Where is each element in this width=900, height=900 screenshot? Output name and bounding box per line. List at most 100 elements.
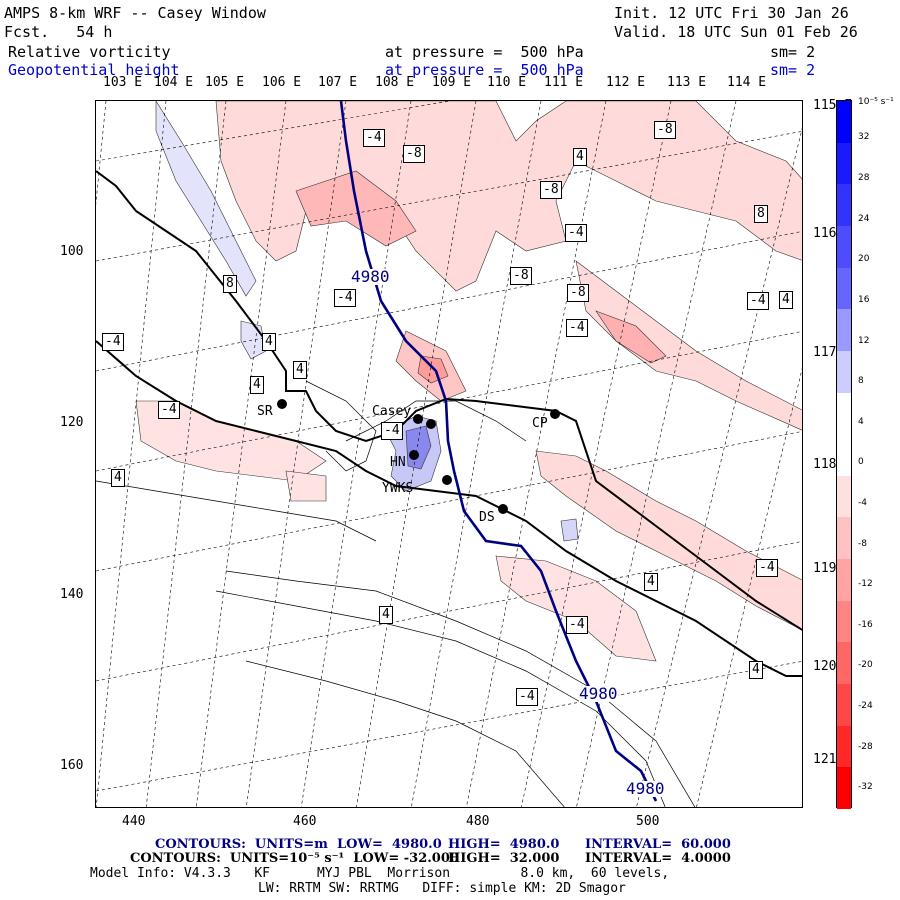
longitude-label: 113 E [667,75,707,90]
height-contour-label: 4980 [351,267,390,286]
pos-region-mid [240,320,267,360]
vorticity-contour-label: 4 [250,376,264,394]
grid-line [145,101,227,807]
grid-line [576,101,737,807]
colorbar-segment [837,434,851,477]
vorticity-contour-label: 8 [223,275,237,293]
x-tick-label: 480 [466,814,490,829]
station-marker-cp [550,409,560,419]
contour-line [305,380,377,472]
vorticity-contour-label: -4 [381,422,403,440]
colorbar-label: 28 [858,173,870,184]
grid-line [521,101,672,807]
vorticity-contour-label: 4 [573,148,587,166]
vort-region-ne [575,260,802,431]
vorticity-contour-label: 4 [293,361,307,379]
station-markers [277,399,560,514]
station-label-cp: CP [532,416,548,431]
field2-smoothing: sm= 2 [770,61,816,79]
colorbar-segment [837,725,851,768]
vorticity-contour-label: 4 [644,573,658,591]
colorbar-label: 12 [858,335,870,346]
vorticity-contour-label: 4 [779,291,793,309]
colorbar-segment [837,600,851,643]
y-tick-label: 140 [60,587,84,602]
longitude-label: 114 E [727,75,767,90]
vorticity-contour-label: 4 [749,661,763,679]
station-marker-sr [277,399,287,409]
grid-line [96,541,802,682]
vorticity-contour-label: -4 [102,333,124,351]
contour-line [215,590,666,807]
colorbar-label: 0 [858,457,864,468]
grid-line [96,431,802,572]
colorbar-label: -16 [858,619,873,630]
grid-line [96,231,802,372]
vorticity-contour-label: -4 [756,559,778,577]
colorbar-segment [837,684,851,727]
longitude-label: 111 E [544,75,584,90]
field2-name: Geopotential height [8,61,180,79]
colorbar-label: 8 [858,376,864,387]
grid-line [466,101,607,807]
colorbar-label: -24 [858,700,873,711]
y-tick-label: 160 [60,758,84,773]
x-tick-label: 440 [122,814,146,829]
init-time: Init. 12 UTC Fri 30 Jan 26 [614,4,849,22]
station-label-ywks: YWKS [382,481,414,496]
footer-vort-contours: CONTOURS: UNITS=10⁻⁵ s⁻¹ LOW= -32.000 [130,851,459,866]
vorticity-contour-label: 4 [111,469,125,487]
contour-line [245,660,565,807]
map-panel[interactable]: SR Casey HN YWKS DS CP 4980 4980 4980 -4 -8 4… [95,100,803,808]
colorbar-label: 32 [858,132,870,143]
longitude-label: 110 E [487,75,527,90]
colorbar-segment [837,350,851,394]
colorbar [836,100,852,810]
colorbar-label: -4 [858,497,867,508]
colorbar-unit: 10⁻⁵ s⁻¹ [858,97,894,107]
vort-region-north-core [295,170,417,247]
colorbar-segment [837,517,851,560]
contour-line [345,400,527,442]
colorbar-segment [837,767,851,810]
station-marker-casey [413,414,423,424]
y-tick-label: 100 [60,244,84,259]
grid-line [96,101,107,206]
colorbar-label: -32 [858,782,873,793]
station-label-casey: Casey [372,404,412,419]
height-contour-label: 4980 [626,779,665,798]
map-svg [96,101,802,807]
footer-vort-interval: INTERVAL= 4.0000 [585,851,731,866]
colorbar-segment [837,184,851,227]
y-tick-label: 120 [60,415,84,430]
coastline [96,170,802,677]
colorbar-segment [837,559,851,602]
colorbar-segment [837,392,851,435]
colorbar-label: -8 [858,538,867,549]
longitude-label: 112 E [606,75,646,90]
vorticity-contour-label: 4 [262,333,276,351]
colorbar-label: 24 [858,213,870,224]
vorticity-contour-label: -4 [566,319,588,337]
vorticity-contour-label: -4 [747,292,769,310]
longitude-label: 105 E [205,75,245,90]
vorticity-contour-label: -8 [567,284,589,302]
vorticity-contour-label: -4 [565,224,587,242]
longitude-label: 107 E [318,75,358,90]
vorticity-contour-label: -8 [654,121,676,139]
latlon-grid [96,101,802,807]
footer-height-interval: INTERVAL= 60.000 [585,837,731,852]
colorbar-segment [837,309,851,352]
pos-region-nw [155,101,257,297]
vort-region-north [215,101,802,292]
station-marker-hn [409,450,419,460]
grid-line [96,661,802,792]
field2-level: at pressure = 500 hPa [385,61,584,79]
footer-height-contours: CONTOURS: UNITS=m LOW= 4980.0 [155,837,442,852]
footer-model-info: Model Info: V4.3.3 KF MYJ PBL Morrison 8… [90,866,670,881]
grid-line [195,101,287,807]
vorticity-contour-label: 8 [754,205,768,223]
vorticity-contours [96,380,696,807]
station-marker-casey2 [426,419,436,429]
field1-smoothing: sm= 2 [770,43,816,61]
